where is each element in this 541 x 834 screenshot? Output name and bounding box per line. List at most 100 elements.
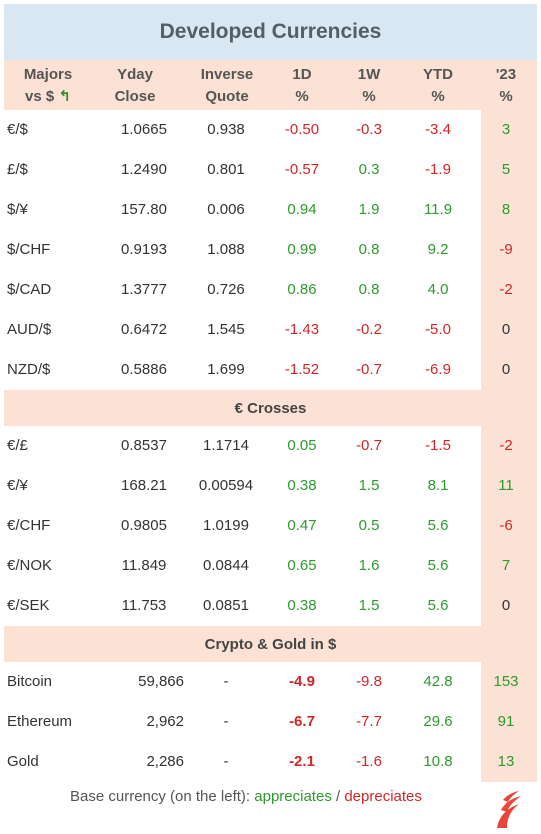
inverse-cell: - — [223, 673, 229, 690]
close-cell: 11.849 — [121, 557, 167, 574]
header-23-label: '23 — [495, 66, 517, 83]
header-23: '23 % — [480, 64, 532, 108]
table-row: £/$ 1.2490 0.801 -0.57 0.3 -1.9 5 — [4, 150, 537, 190]
legend-appreciates: appreciates — [254, 788, 332, 805]
close-cell: 1.2490 — [121, 161, 167, 178]
section-crosses-label: € Crosses — [234, 399, 307, 417]
close-cell: 0.8537 — [121, 437, 167, 454]
header-1d: 1D % — [276, 64, 328, 108]
pair-cell: Ethereum — [7, 713, 73, 730]
change-1d-cell: -2.1 — [289, 753, 315, 770]
change-ytd-cell: -1.9 — [425, 161, 451, 178]
change-1w-cell: -0.2 — [356, 321, 382, 338]
table-row: AUD/$ 0.6472 1.545 -1.43 -0.2 -5.0 0 — [4, 310, 537, 350]
col-23-shade-majors — [481, 110, 537, 390]
inverse-cell: 0.006 — [207, 201, 245, 218]
header-inverse-quote: Inverse Quote — [192, 64, 262, 108]
pair-cell: €/£ — [7, 437, 28, 454]
header-1d-unit: % — [295, 88, 309, 105]
change-1d-cell: 0.94 — [287, 201, 317, 218]
change-1d-cell: 0.99 — [287, 241, 317, 258]
header-majors-vs: vs $ — [25, 88, 55, 105]
close-cell: 2,286 — [146, 753, 184, 770]
change-1w-cell: 0.5 — [358, 517, 380, 534]
pair-cell: $/CHF — [7, 241, 51, 258]
change-1d-cell: 0.38 — [287, 597, 317, 614]
header-yday-close: Yday Close — [100, 64, 170, 108]
table-row: $/¥ 157.80 0.006 0.94 1.9 11.9 8 — [4, 190, 537, 230]
change-ytd-cell: 5.6 — [427, 517, 449, 534]
pair-cell: €/NOK — [7, 557, 53, 574]
change-23-cell: 11 — [498, 477, 514, 494]
close-cell: 1.3777 — [121, 281, 167, 298]
change-23-cell: 0 — [501, 597, 511, 614]
table-row: $/CHF 0.9193 1.088 0.99 0.8 9.2 -9 — [4, 230, 537, 270]
change-1w-cell: 1.5 — [358, 477, 380, 494]
change-1d-cell: -6.7 — [289, 713, 315, 730]
close-cell: 157.80 — [121, 201, 167, 218]
change-23-cell: 91 — [497, 713, 515, 730]
close-cell: 1.0665 — [121, 121, 167, 138]
change-1w-cell: -9.8 — [356, 673, 382, 690]
change-ytd-cell: 29.6 — [423, 713, 453, 730]
inverse-cell: 1.545 — [207, 321, 245, 338]
close-cell: 59,866 — [138, 673, 184, 690]
table-row: Gold 2,286 - -2.1 -1.6 10.8 13 — [4, 742, 537, 782]
inverse-cell: 1.1714 — [203, 437, 249, 454]
change-23-cell: -2 — [499, 437, 513, 454]
flame-logo-icon — [497, 791, 521, 828]
change-23-cell: 7 — [501, 557, 511, 574]
pair-cell: €/CHF — [7, 517, 51, 534]
header-ytd-label: YTD — [423, 66, 453, 83]
table-row: Bitcoin 59,866 - -4.9 -9.8 42.8 153 — [4, 662, 537, 702]
table-row: $/CAD 1.3777 0.726 0.86 0.8 4.0 -2 — [4, 270, 537, 310]
change-ytd-cell: 42.8 — [423, 673, 453, 690]
legend: Base currency (on the left): appreciates… — [0, 788, 541, 805]
header-majors-line2: vs $ ↰ — [8, 86, 88, 108]
header-close: Close — [114, 88, 156, 105]
inverse-cell: 0.726 — [207, 281, 245, 298]
header-majors-line1: Majors — [23, 66, 73, 83]
change-1d-cell: 0.05 — [287, 437, 317, 454]
change-23-cell: 13 — [497, 753, 515, 770]
change-1d-cell: -1.52 — [284, 361, 320, 378]
close-cell: 0.5886 — [121, 361, 167, 378]
table-row: €/¥ 168.21 0.00594 0.38 1.5 8.1 11 — [4, 466, 537, 506]
close-cell: 0.6472 — [121, 321, 167, 338]
header-ytd: YTD % — [410, 64, 466, 108]
pair-cell: €/SEK — [7, 597, 50, 614]
section-crosses-header: € Crosses — [4, 390, 537, 426]
section-crypto-label: Crypto & Gold in $ — [204, 635, 337, 653]
col-23-shade-crypto — [481, 662, 537, 782]
table-row: €/NOK 11.849 0.0844 0.65 1.6 5.6 7 — [4, 546, 537, 586]
change-23-cell: -9 — [499, 241, 513, 258]
change-1d-cell: 0.47 — [287, 517, 317, 534]
pair-cell: Bitcoin — [7, 673, 53, 690]
table-row: €/£ 0.8537 1.1714 0.05 -0.7 -1.5 -2 — [4, 426, 537, 466]
pair-cell: $/¥ — [7, 201, 28, 218]
close-cell: 2,962 — [146, 713, 184, 730]
change-23-cell: 3 — [501, 121, 511, 138]
change-1d-cell: 0.65 — [287, 557, 317, 574]
change-1w-cell: -1.6 — [356, 753, 382, 770]
change-ytd-cell: 11.9 — [423, 201, 453, 218]
change-ytd-cell: -3.4 — [425, 121, 451, 138]
change-ytd-cell: -1.5 — [425, 437, 451, 454]
inverse-cell: 0.0851 — [203, 597, 249, 614]
change-1d-cell: 0.38 — [287, 477, 317, 494]
header-23-unit: % — [499, 88, 513, 105]
header-ytd-unit: % — [431, 88, 445, 105]
close-cell: 11.753 — [121, 597, 167, 614]
change-23-cell: -2 — [499, 281, 513, 298]
change-1w-cell: -0.3 — [356, 121, 382, 138]
change-ytd-cell: 10.8 — [423, 753, 453, 770]
inverse-cell: 1.699 — [207, 361, 245, 378]
inverse-cell: 1.088 — [207, 241, 245, 258]
change-1d-cell: 0.86 — [287, 281, 317, 298]
change-23-cell: 0 — [501, 321, 511, 338]
change-1w-cell: 1.5 — [358, 597, 380, 614]
inverse-cell: - — [223, 753, 229, 770]
inverse-cell: 1.0199 — [203, 517, 249, 534]
change-ytd-cell: -6.9 — [425, 361, 451, 378]
change-ytd-cell: -5.0 — [425, 321, 451, 338]
